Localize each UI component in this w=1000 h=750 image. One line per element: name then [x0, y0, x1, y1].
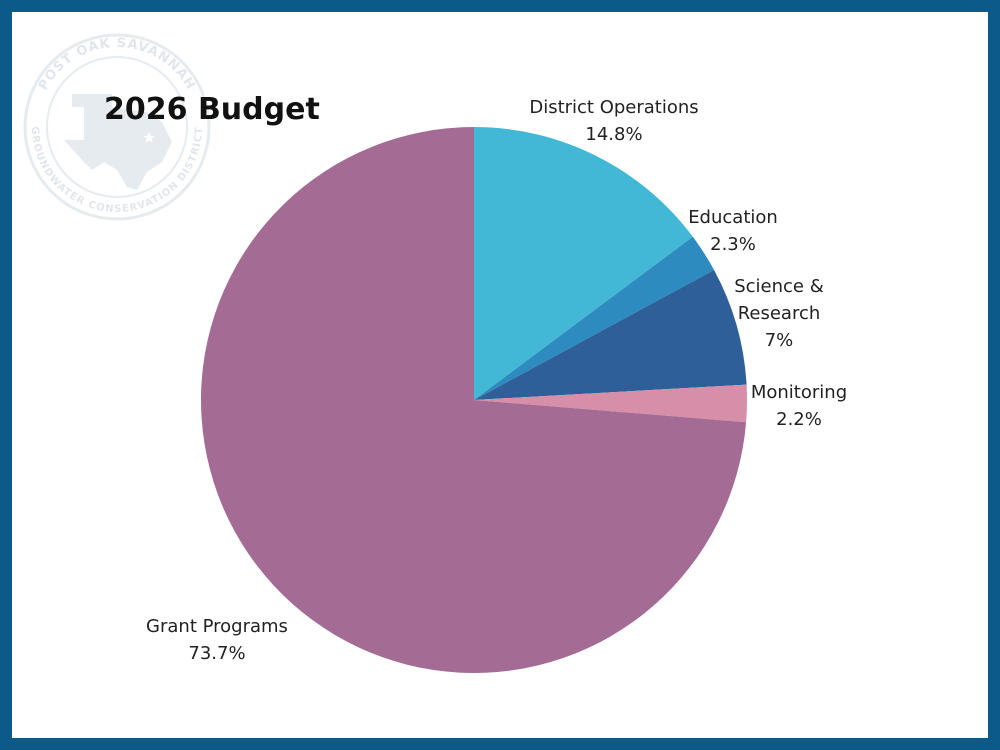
seal-inner-ring	[46, 56, 188, 198]
chart-title: 2026 Budget	[104, 92, 320, 127]
star-icon: ★	[142, 128, 156, 147]
slice-name-label: Education	[688, 207, 778, 228]
slice-value-label: 2.2%	[776, 409, 822, 430]
pie-slice-education	[474, 236, 715, 400]
slice-name-label: Grant Programs	[146, 616, 288, 637]
slice-name-label: Monitoring	[751, 382, 847, 403]
pie-slices	[200, 127, 747, 673]
pie-slice-district-operations	[474, 127, 693, 400]
slice-name-label: Science &	[734, 276, 824, 297]
slice-label: District Operations 14.8%	[529, 97, 698, 145]
slice-label: Grant Programs 73.7%	[146, 616, 288, 664]
slice-name-label: District Operations	[529, 97, 698, 118]
chart-frame: POST OAK SAVANNAH GROUNDWATER CONSERVATI…	[12, 12, 988, 738]
pie-slice-grant-programs	[200, 127, 747, 673]
pie-slice-science-research	[474, 269, 747, 400]
seal-watermark: POST OAK SAVANNAH GROUNDWATER CONSERVATI…	[23, 33, 211, 221]
slice-label: Monitoring 2.2%	[751, 382, 847, 430]
seal-outer-ring	[23, 33, 211, 221]
slice-label: Science & Research 7%	[734, 276, 824, 351]
slice-value-label: 2.3%	[710, 234, 756, 255]
pie-slice-monitoring	[474, 384, 747, 423]
slice-label: Education 2.3%	[688, 207, 778, 255]
pie-chart: POST OAK SAVANNAH GROUNDWATER CONSERVATI…	[23, 33, 847, 673]
slice-value-label: 14.8%	[585, 124, 642, 145]
slice-value-label: 7%	[765, 330, 794, 351]
slice-value-label: 73.7%	[188, 643, 245, 664]
texas-shape	[64, 94, 172, 190]
slice-name-label: Research	[738, 303, 821, 324]
pie-labels: District Operations 14.8% Education 2.3% Sci…	[146, 97, 847, 664]
